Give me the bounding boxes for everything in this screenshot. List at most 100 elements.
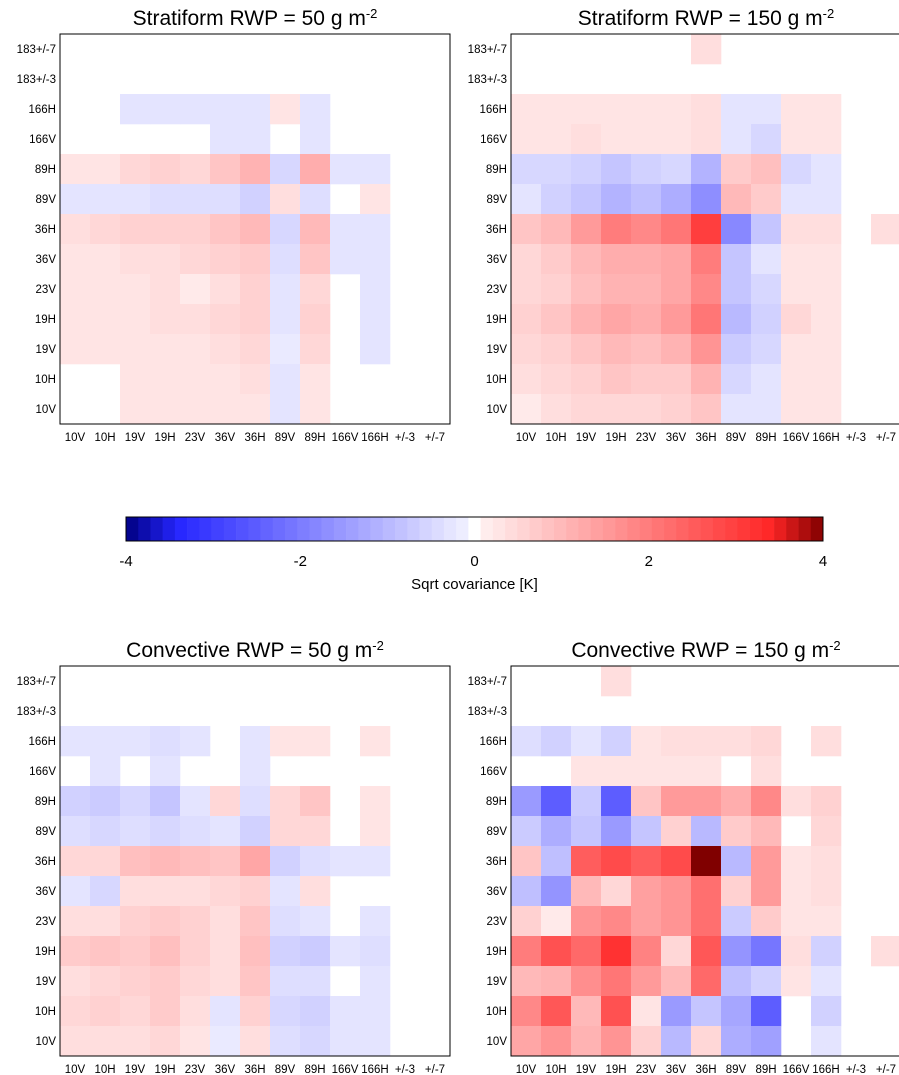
heatmap-cell — [300, 214, 331, 245]
heatmap-cell — [571, 726, 602, 757]
heatmap-cell — [601, 996, 632, 1027]
heatmap-cell — [120, 394, 151, 425]
heatmap-cell — [661, 304, 692, 335]
heatmap-panel-convective-50: Convective RWP = 50 g m-2 183+/-7 183+/-3 1… — [17, 638, 451, 1075]
y-tick-label: 166V — [480, 134, 507, 146]
x-tick-label: 10H — [94, 432, 115, 444]
y-tick-label: 36H — [35, 856, 56, 868]
colorbar-segment — [798, 517, 812, 541]
heatmap-cell — [751, 244, 782, 275]
heatmap-cell — [691, 756, 722, 787]
heatmap-cell — [360, 966, 391, 997]
heatmap-cell — [781, 876, 812, 907]
colorbar-segment — [651, 517, 665, 541]
heatmap-cell — [511, 726, 542, 757]
x-tick-label: 36V — [666, 432, 687, 444]
panel-title-main: Convective RWP = 50 g m — [126, 639, 372, 662]
y-tick-label: 89V — [487, 194, 508, 206]
heatmap-cell — [120, 154, 151, 185]
heatmap-cell — [751, 274, 782, 305]
heatmap-cell — [811, 94, 842, 125]
heatmap-cell — [360, 936, 391, 967]
heatmap-cell — [751, 94, 782, 125]
y-tick-label: 10H — [486, 1006, 507, 1018]
heatmap-cell — [150, 334, 181, 365]
heatmap-cell — [571, 846, 602, 877]
heatmap-cell — [541, 394, 572, 425]
heatmap-cell — [691, 846, 722, 877]
x-tick-label: 36V — [215, 432, 236, 444]
heatmap-cell — [150, 876, 181, 907]
x-tick-label: 19H — [154, 432, 175, 444]
heatmap-cell — [661, 154, 692, 185]
plot-frame — [59, 665, 451, 1057]
heatmap-cell — [721, 1026, 752, 1057]
heatmap-cell — [751, 786, 782, 817]
heatmap-cell — [721, 124, 752, 155]
y-tick-label: 10H — [35, 374, 56, 386]
x-tick-label: 89H — [755, 1064, 776, 1075]
heatmap-panel-convective-150: Convective RWP = 150 g m-2 183+/-7 183+/-3… — [468, 638, 899, 1075]
heatmap-cell — [90, 154, 121, 185]
heatmap-cell — [571, 936, 602, 967]
heatmap-cell — [751, 304, 782, 335]
heatmap-cell — [60, 996, 91, 1027]
y-tick-label: 166V — [480, 766, 507, 778]
heatmap-cell — [180, 846, 211, 877]
heatmap-cell — [541, 966, 572, 997]
heatmap-cell — [240, 996, 271, 1027]
heatmap-cell — [210, 1026, 241, 1057]
heatmap-cell — [661, 846, 692, 877]
heatmap-cell — [240, 214, 271, 245]
heatmap-cell — [511, 214, 542, 245]
heatmap-cell — [511, 876, 542, 907]
colorbar-segment — [517, 517, 530, 541]
heatmap-cell — [210, 364, 241, 395]
x-tick-label: 36V — [666, 1064, 687, 1075]
x-tick-label: +/-3 — [395, 1064, 415, 1075]
heatmap-cell — [90, 936, 121, 967]
heatmap-cell — [721, 274, 752, 305]
heatmap-cell — [240, 906, 271, 937]
colorbar-segment — [712, 517, 726, 541]
heatmap-cell — [601, 966, 632, 997]
heatmap-cell — [360, 1026, 391, 1057]
heatmap-cell — [811, 394, 842, 425]
heatmap-cell — [60, 936, 91, 967]
panel-title-main: Stratiform RWP = 50 g m — [133, 7, 366, 30]
heatmap-cell — [571, 364, 602, 395]
colorbar-segment — [492, 517, 506, 541]
colorbar-segment — [541, 517, 555, 541]
heatmap-cell — [150, 94, 181, 125]
heatmap-cell — [270, 846, 301, 877]
x-tick-label: 19V — [125, 432, 146, 444]
heatmap-cell — [270, 274, 301, 305]
heatmap-cell — [631, 124, 662, 155]
heatmap-cell — [541, 154, 572, 185]
heatmap-cell — [120, 304, 151, 335]
heatmap-cell — [661, 334, 692, 365]
heatmap-cell — [571, 94, 602, 125]
heatmap-cell — [120, 364, 151, 395]
x-tick-label: 89H — [304, 1064, 325, 1075]
heatmap-cell — [631, 786, 662, 817]
heatmap-cell — [300, 966, 331, 997]
heatmap-cell — [871, 936, 899, 967]
heatmap-cell — [751, 394, 782, 425]
heatmap-cell — [721, 906, 752, 937]
heatmap-cell — [751, 214, 782, 245]
heatmap-cell — [601, 936, 632, 967]
heatmap-cell — [90, 906, 121, 937]
x-tick-label: 36H — [695, 1064, 716, 1075]
y-tick-label: 183+/-3 — [17, 74, 56, 86]
heatmap-cell — [571, 304, 602, 335]
heatmap-cell — [781, 244, 812, 275]
heatmap-cell — [240, 334, 271, 365]
heatmap-cell — [270, 996, 301, 1027]
heatmap-cell — [270, 364, 301, 395]
heatmap-cell — [661, 184, 692, 215]
x-tick-label: 36H — [695, 432, 716, 444]
panel-title-superscript: -2 — [829, 638, 841, 653]
heatmap-cell — [270, 816, 301, 847]
plot-frame — [510, 665, 899, 1057]
